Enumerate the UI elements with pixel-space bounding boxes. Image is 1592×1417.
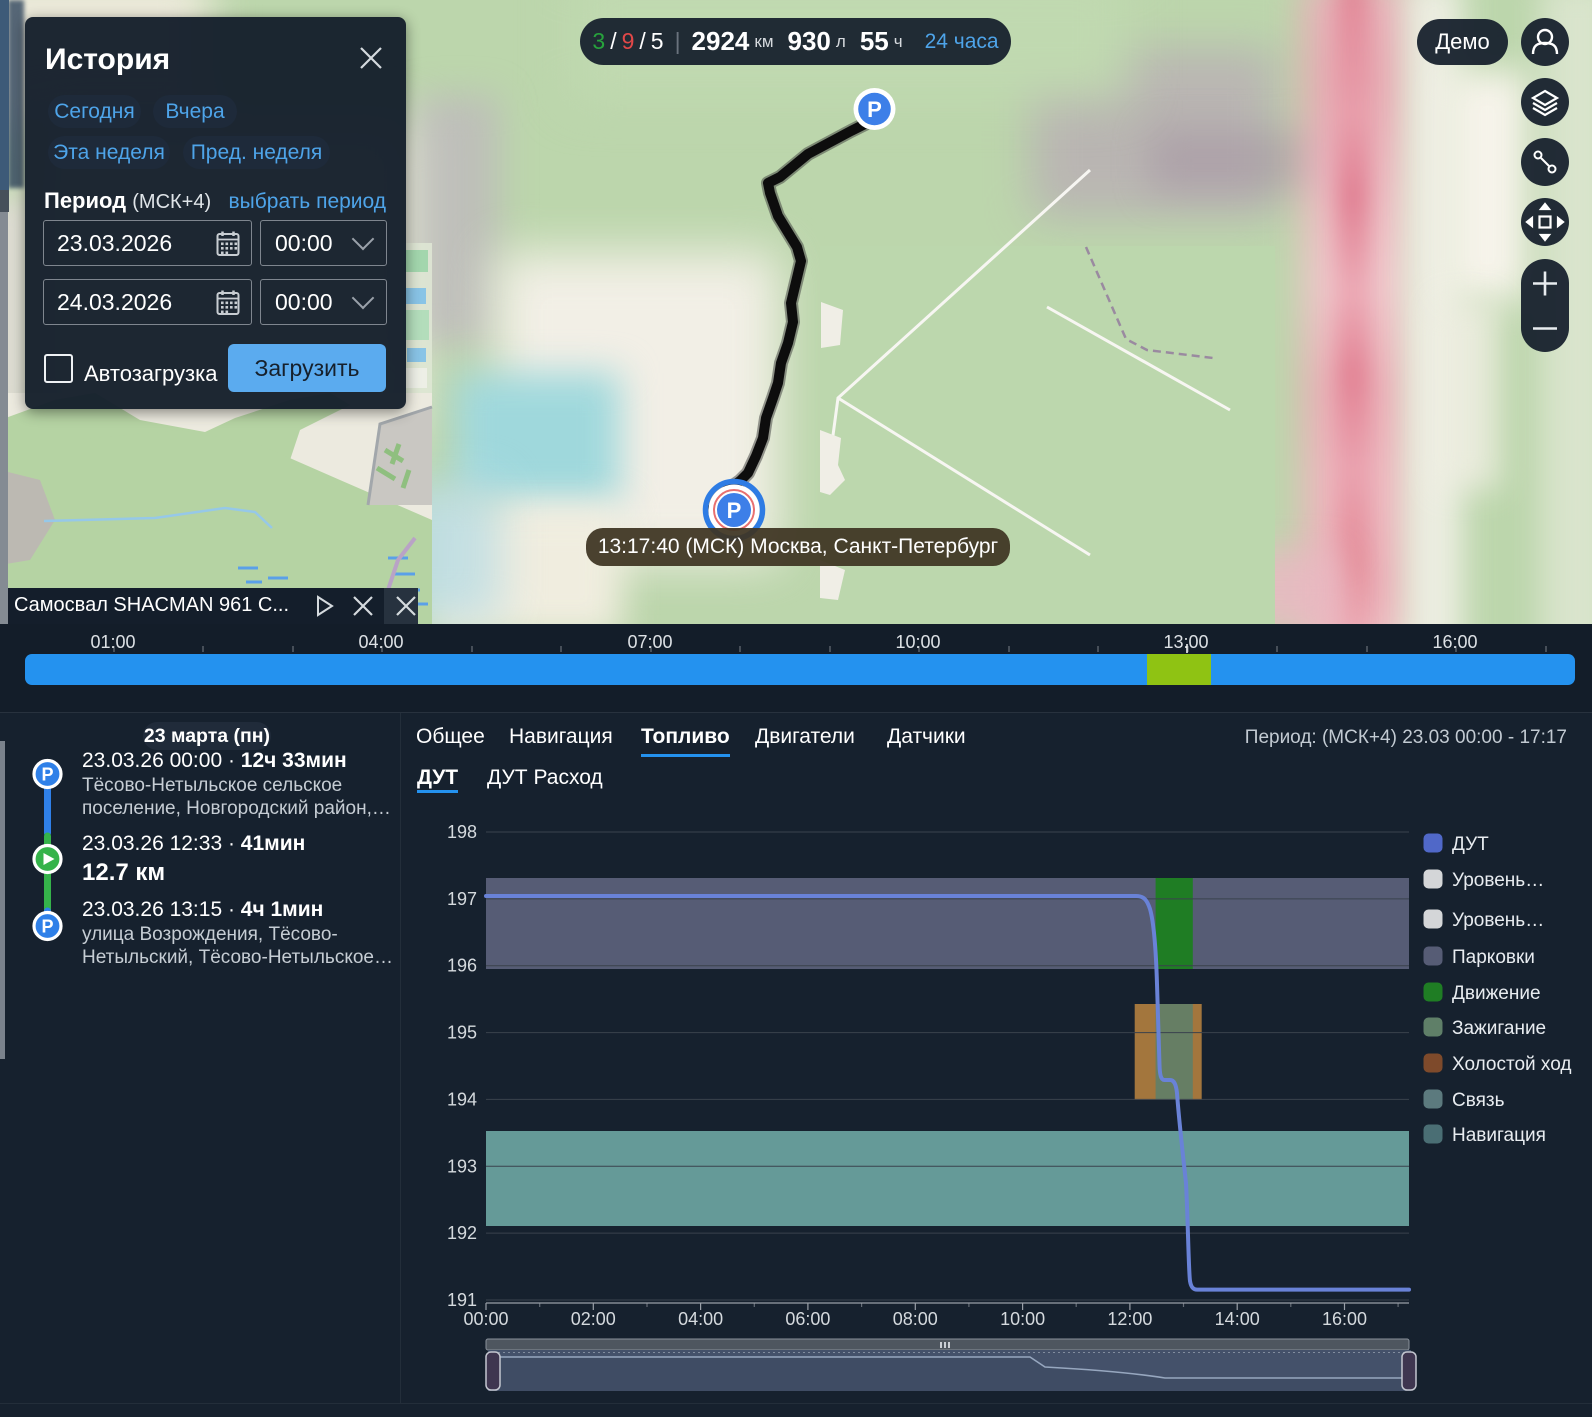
svg-text:194: 194 — [447, 1089, 477, 1109]
svg-text:Навигация: Навигация — [1452, 1125, 1546, 1146]
svg-text:P: P — [867, 97, 882, 122]
svg-text:Зажигание: Зажигание — [1452, 1018, 1546, 1039]
svg-text:16:00: 16:00 — [1322, 1309, 1367, 1329]
svg-text:Парковки: Парковки — [1452, 947, 1535, 968]
svg-text:12:00: 12:00 — [1107, 1309, 1152, 1329]
svg-text:Уровень…: Уровень… — [1452, 910, 1544, 931]
svg-text:Движение: Движение — [1452, 983, 1541, 1004]
svg-text:06:00: 06:00 — [785, 1309, 830, 1329]
svg-text:198: 198 — [447, 822, 477, 842]
svg-text:191: 191 — [447, 1290, 477, 1310]
svg-text:193: 193 — [447, 1156, 477, 1176]
svg-text:Уровень…: Уровень… — [1452, 870, 1544, 891]
svg-text:ДУТ: ДУТ — [1452, 834, 1489, 855]
svg-text:00:00: 00:00 — [463, 1309, 508, 1329]
svg-text:192: 192 — [447, 1223, 477, 1243]
svg-text:197: 197 — [447, 889, 477, 909]
svg-text:P: P — [727, 498, 742, 523]
svg-text:Связь: Связь — [1452, 1090, 1505, 1111]
svg-text:14:00: 14:00 — [1215, 1309, 1260, 1329]
svg-text:02:00: 02:00 — [571, 1309, 616, 1329]
svg-text:P: P — [41, 917, 53, 937]
svg-text:08:00: 08:00 — [893, 1309, 938, 1329]
svg-text:04:00: 04:00 — [678, 1309, 723, 1329]
svg-text:P: P — [41, 765, 53, 785]
svg-text:196: 196 — [447, 956, 477, 976]
svg-text:Холостой ход: Холостой ход — [1452, 1054, 1571, 1075]
svg-text:10:00: 10:00 — [1000, 1309, 1045, 1329]
svg-text:195: 195 — [447, 1023, 477, 1043]
